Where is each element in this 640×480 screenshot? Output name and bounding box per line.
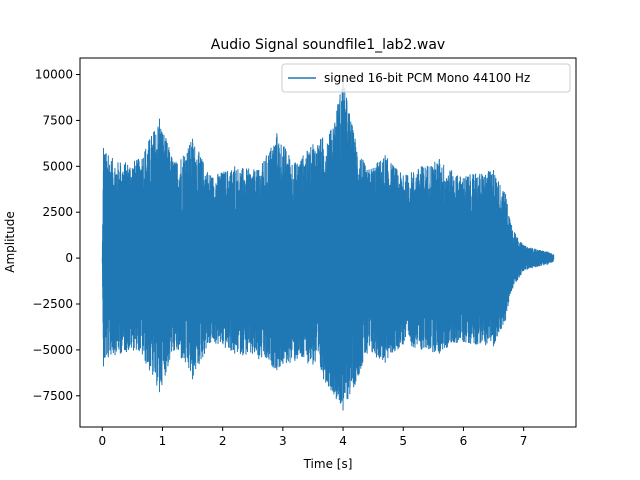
y-axis-label: Amplitude <box>3 211 17 273</box>
plot-frame <box>79 57 577 428</box>
x-tick-label: 4 <box>339 434 347 448</box>
x-tick-label: 6 <box>460 434 468 448</box>
y-tick-label: 7500 <box>42 113 73 127</box>
x-axis: 0 1 2 3 4 5 6 7 <box>98 427 527 448</box>
series-line-signal <box>101 78 555 411</box>
y-axis: −7500 −5000 −2500 0 2500 5000 7500 10000 <box>32 68 80 403</box>
x-tick-label: 2 <box>219 434 227 448</box>
y-tick-label: 10000 <box>35 68 73 82</box>
x-tick-label: 5 <box>399 434 407 448</box>
x-tick-label: 7 <box>520 434 528 448</box>
y-tick-label: −7500 <box>32 389 73 403</box>
legend-box <box>281 63 571 93</box>
legend: signed 16-bit PCM Mono 44100 Hz <box>281 63 571 93</box>
x-tick-label: 1 <box>159 434 167 448</box>
y-tick-label: 2500 <box>42 205 73 219</box>
x-tick-label: 0 <box>98 434 106 448</box>
y-tick-label: −2500 <box>32 297 73 311</box>
y-tick-label: −5000 <box>32 343 73 357</box>
x-axis-label: Time [s] <box>303 457 353 471</box>
y-tick-label: 0 <box>65 251 73 265</box>
legend-entry: signed 16-bit PCM Mono 44100 Hz <box>324 71 530 85</box>
y-tick-label: 5000 <box>42 159 73 173</box>
chart-title: Audio Signal soundfile1_lab2.wav <box>211 37 445 53</box>
x-tick-label: 3 <box>279 434 287 448</box>
plot-area <box>101 78 555 411</box>
